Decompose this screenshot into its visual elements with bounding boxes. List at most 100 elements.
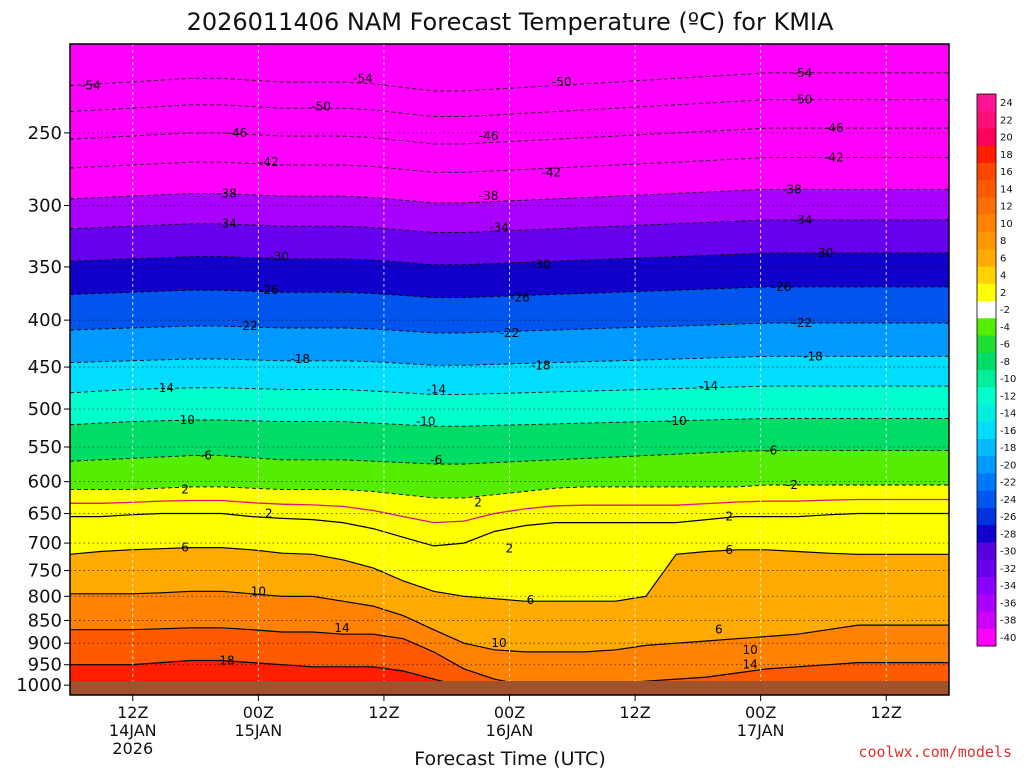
colorbar-label: -36 [1000, 598, 1016, 609]
contour-label: 6 [527, 593, 535, 607]
colorbar-swatch [977, 525, 996, 543]
contour-label: -42 [259, 155, 279, 169]
y-tick-label: 750 [28, 561, 62, 582]
colorbar-swatch [977, 111, 996, 129]
contour-label: -10 [667, 414, 687, 428]
contour-label: 2 [474, 495, 482, 509]
contour-label: -14 [699, 379, 719, 393]
colorbar-label: -32 [1000, 564, 1016, 575]
colorbar-swatch [977, 611, 996, 630]
colorbar-swatch [977, 508, 996, 526]
colorbar-swatch [977, 214, 996, 233]
colorbar-label: -24 [1000, 495, 1016, 506]
x-tick-label: 2026 [112, 739, 153, 758]
colorbar-swatch [977, 128, 996, 147]
x-axis-label: Forecast Time (UTC) [414, 748, 605, 768]
colorbar-label: -30 [1000, 547, 1016, 558]
contour-label: 2 [506, 542, 514, 556]
colorbar-swatch [977, 421, 996, 440]
colorbar-label: 6 [1000, 253, 1006, 264]
contour-label: -46 [228, 126, 248, 140]
colorbar-swatch [977, 145, 996, 164]
y-tick-label: 850 [28, 610, 62, 631]
colorbar-label: 2 [1000, 288, 1006, 299]
colorbar-label: -6 [1000, 340, 1010, 351]
x-tick-label: 12Z [871, 703, 902, 722]
grid-lines [70, 44, 949, 695]
colorbar-swatch [977, 180, 996, 198]
y-tick-label: 650 [28, 504, 62, 525]
colorbar-label: 16 [1000, 167, 1013, 178]
y-tick-label: 400 [28, 310, 62, 331]
colorbar-swatch [977, 370, 996, 388]
colorbar-label: 24 [1000, 98, 1013, 109]
contour-label: 2 [265, 507, 273, 521]
colorbar-label: -4 [1000, 322, 1010, 333]
colorbar-label: -16 [1000, 426, 1016, 437]
x-tick-label: 00Z [494, 703, 525, 722]
contour-label: 14 [334, 621, 349, 635]
x-tick-label: 00Z [243, 703, 274, 722]
colorbar-swatch [977, 335, 996, 354]
colorbar-swatch [977, 439, 996, 457]
contour-label: -26 [772, 280, 792, 294]
x-tick-label: 12Z [619, 703, 650, 722]
colorbar-swatch [977, 197, 996, 216]
contour-label: -18 [531, 358, 551, 372]
colorbar-label: -40 [1000, 633, 1016, 644]
contour-label: -2 [786, 478, 798, 492]
freezing-line [70, 498, 949, 524]
contour-label: -54 [81, 79, 101, 93]
colorbar-swatch [977, 456, 996, 474]
y-tick-label: 800 [28, 586, 62, 607]
colorbar-label: -26 [1000, 512, 1016, 523]
colorbar-swatch [977, 577, 996, 595]
contour-label: -22 [238, 319, 258, 333]
colorbar-label: 20 [1000, 133, 1013, 144]
contour-label: -46 [479, 129, 499, 143]
colorbar-swatch [977, 542, 996, 561]
colorbar-label: -8 [1000, 357, 1010, 368]
colorbar-swatch [977, 283, 996, 302]
contour-label: -30 [531, 258, 551, 272]
contour-label: 2 [181, 483, 189, 497]
colorbar-swatch [977, 387, 996, 405]
contour-label: 6 [715, 623, 723, 637]
contour-label: -54 [793, 66, 813, 80]
contour-label: -22 [793, 316, 813, 330]
terrain-ground [70, 681, 949, 695]
contour-label: -10 [175, 413, 195, 427]
y-tick-label: 950 [28, 655, 62, 676]
contour-label: 18 [219, 654, 234, 668]
contour-label: -38 [217, 186, 237, 200]
isotherm-6 [70, 547, 949, 602]
contour-label: 6 [725, 543, 733, 557]
x-tick-label: 14JAN [109, 721, 157, 740]
colorbar-swatch [977, 352, 996, 371]
colorbar-label: -38 [1000, 616, 1016, 627]
colorbar-label: -14 [1000, 409, 1016, 420]
colorbar-swatch [977, 318, 996, 336]
contour-label: -26 [259, 283, 279, 297]
contour-label: -30 [814, 246, 834, 260]
y-axis: 2503003504004505005506006507007508008509… [16, 123, 70, 696]
contour-label: -34 [217, 217, 237, 231]
contour-label: -50 [311, 100, 331, 114]
colorbar-swatch [977, 473, 996, 492]
contour-label: -22 [500, 326, 520, 340]
contour-label: 10 [251, 584, 266, 598]
y-tick-label: 700 [28, 533, 62, 554]
colorbar-swatch [977, 628, 996, 647]
x-tick-label: 00Z [745, 703, 776, 722]
colorbar-label: 8 [1000, 236, 1006, 247]
colorbar-label: -18 [1000, 443, 1016, 454]
credit-link[interactable]: coolwx.com/models [858, 743, 1012, 761]
contour-label: 2 [725, 510, 733, 524]
contour-label: -42 [824, 151, 844, 165]
contour-label: -6 [765, 444, 777, 458]
contour-label: -54 [353, 71, 373, 85]
contour-label: -38 [782, 182, 802, 196]
y-tick-label: 250 [28, 123, 62, 144]
colorbar-label: -22 [1000, 478, 1016, 489]
